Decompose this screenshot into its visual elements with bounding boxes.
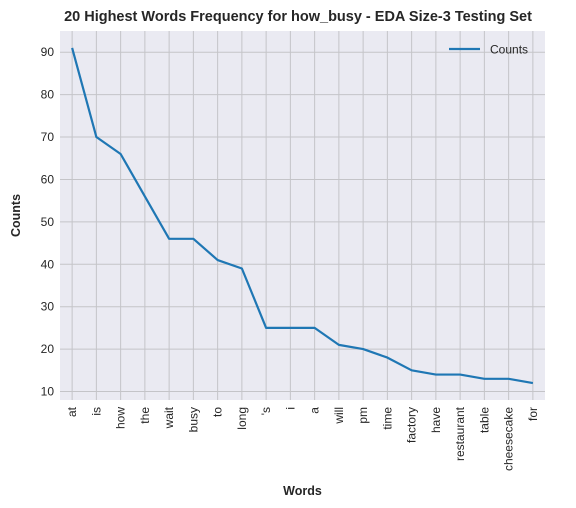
- x-tick-label: at: [65, 406, 79, 417]
- series-line-counts: [71, 47, 534, 385]
- y-tick-label: 40: [41, 257, 55, 271]
- y-tick-label: 30: [41, 300, 55, 314]
- x-tick-label: busy: [186, 407, 200, 432]
- y-tick-label: 70: [41, 130, 55, 144]
- chart-title: 20 Highest Words Frequency for how_busy …: [64, 9, 532, 25]
- y-tick-label: 50: [41, 215, 55, 229]
- x-tick-label: restaurant: [453, 406, 467, 461]
- legend: Counts: [449, 43, 528, 57]
- x-tick-label: time: [380, 407, 394, 430]
- x-tick-label: will: [332, 407, 346, 425]
- y-tick-label: 20: [41, 342, 55, 356]
- x-tick-label: i: [283, 407, 297, 410]
- x-tick-label: have: [429, 407, 443, 433]
- x-tick-label: how: [114, 407, 128, 429]
- legend-label: Counts: [490, 43, 528, 57]
- y-gridlines: [60, 51, 545, 393]
- y-tick-label: 60: [41, 172, 55, 186]
- x-tick-label: the: [138, 407, 152, 424]
- x-tick-label: table: [477, 407, 491, 433]
- x-tick-label: wait: [162, 406, 176, 429]
- plot-area: [60, 31, 545, 400]
- x-gridlines: [71, 31, 534, 400]
- x-axis-label: Words: [283, 484, 322, 498]
- x-tick-labels: at is how the wait busy to long 's i a will pm time fa…: [65, 406, 540, 471]
- y-axis-label: Counts: [9, 194, 23, 237]
- y-tick-label: 80: [41, 88, 55, 102]
- y-tick-label: 10: [41, 385, 55, 399]
- x-tick-label: 's: [259, 407, 273, 415]
- x-tick-label: for: [526, 407, 540, 421]
- x-tick-label: long: [235, 407, 249, 430]
- x-tick-label: factory: [405, 407, 419, 443]
- x-tick-label: a: [308, 407, 322, 414]
- x-tick-label: pm: [356, 407, 370, 424]
- x-tick-label: cheesecake: [502, 407, 516, 471]
- y-tick-label: 90: [41, 45, 55, 59]
- x-tick-label: to: [211, 407, 225, 417]
- x-tick-label: is: [89, 407, 103, 416]
- y-tick-labels: 10 20 30 40 50 60 70 80 90: [41, 45, 55, 398]
